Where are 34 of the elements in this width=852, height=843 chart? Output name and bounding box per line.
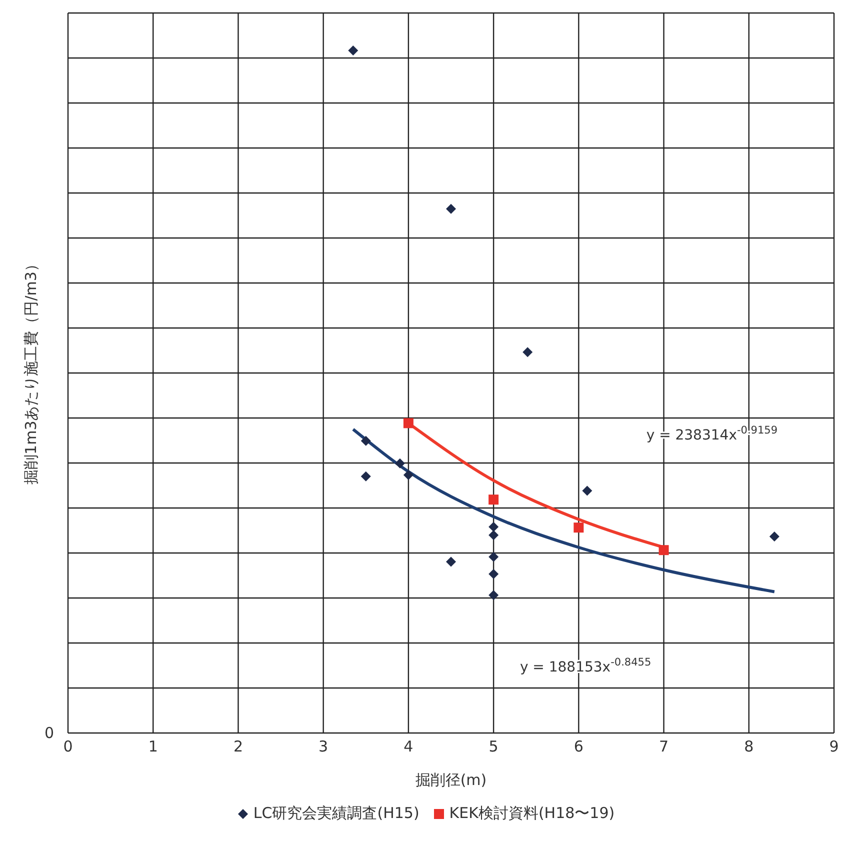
legend-label: LC研究会実績調査(H15) — [252, 804, 420, 823]
text: 0 — [44, 724, 54, 742]
point — [574, 522, 584, 533]
x-tick-label: 3 — [318, 738, 328, 756]
point — [488, 568, 499, 579]
x-tick-label: 2 — [233, 738, 243, 756]
point — [403, 470, 414, 480]
y-axis-title: 掘削1m3あたり施工費（円/m3） — [22, 256, 40, 484]
point — [360, 436, 371, 446]
point — [488, 522, 499, 532]
point — [522, 347, 533, 358]
x-tick-label: 4 — [404, 738, 414, 756]
x-tick-label: 8 — [744, 738, 754, 756]
point — [446, 204, 456, 214]
point — [403, 418, 414, 428]
point — [582, 486, 592, 496]
x-tick-label: 0 — [63, 738, 73, 756]
x-tick-label: 1 — [148, 738, 158, 756]
point — [488, 590, 499, 600]
x-tick-label: 5 — [488, 738, 498, 756]
point — [488, 530, 499, 540]
point — [488, 494, 499, 505]
x-tick-label: 6 — [574, 738, 584, 756]
point — [446, 556, 456, 567]
legend-label: KEK検討資料(H18〜19) — [448, 804, 615, 823]
point — [394, 458, 405, 468]
x-tick-label: 9 — [829, 738, 839, 756]
point — [488, 552, 499, 562]
point — [658, 545, 669, 556]
point — [769, 531, 780, 542]
x-axis-title: 掘削径(m) — [415, 771, 487, 789]
point — [348, 46, 358, 56]
x-tick-label: 7 — [659, 738, 669, 756]
point — [360, 471, 371, 482]
